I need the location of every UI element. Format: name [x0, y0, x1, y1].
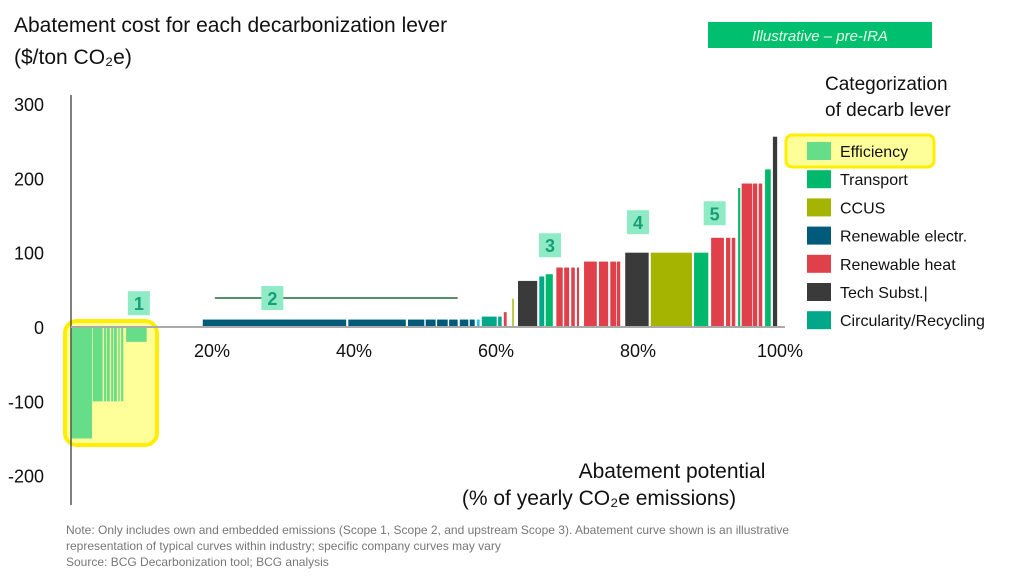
bar-efficiency-6 — [118, 327, 120, 402]
legend-swatch-2 — [807, 198, 831, 217]
bar-renewable-electr--13 — [437, 319, 448, 327]
bar-renewable-heat-32 — [616, 261, 621, 327]
bar-renewable-electr--16 — [469, 319, 475, 327]
x-ticks: 20% 40% 60% 80% 100% — [194, 341, 803, 361]
chart-title: Abatement cost for each decarbonization … — [14, 14, 447, 37]
bar-renewable-heat-25 — [556, 267, 563, 327]
annotation-box-5 — [703, 201, 726, 226]
badge-background — [708, 22, 932, 48]
y-tick-label: 200 — [14, 169, 44, 189]
y-tick-label: -200 — [8, 467, 44, 487]
bar-tech-subst--44 — [772, 136, 778, 327]
y-ticks: 300 200 100 0 -100 -200 — [8, 95, 44, 487]
legend-item-label: Circularity/Recycling — [840, 313, 985, 330]
legend-swatch-5 — [807, 283, 831, 301]
annotation-label-3: 3 — [545, 236, 555, 256]
bar-transport-39 — [738, 188, 741, 327]
bar-renewable-electr--11 — [407, 319, 425, 327]
annotation-label-1: 1 — [134, 294, 144, 314]
legend-item-label: CCUS — [840, 200, 885, 217]
legend-item-label: Tech Subst.| — [840, 285, 928, 302]
bar-renewable-heat-20 — [503, 312, 507, 327]
legend-swatch-3 — [807, 226, 831, 245]
bar-renewable-heat-30 — [598, 261, 609, 327]
bar-efficiency-1 — [92, 327, 103, 402]
bar-renewable-heat-31 — [610, 261, 616, 327]
bar-transport-43 — [765, 169, 771, 327]
annotation-box-2 — [261, 286, 284, 311]
bar-efficiency-7 — [121, 327, 124, 402]
note-line2: representation of typical curves within … — [66, 539, 501, 553]
bar-transport-24 — [545, 274, 553, 327]
x-tick-label: 100% — [757, 341, 803, 361]
x-axis-label-line2: (% of yearly CO₂e emissions) — [462, 487, 736, 510]
bar-renewable-heat-26 — [564, 267, 570, 327]
y-tick-label: 300 — [14, 95, 44, 115]
bar-renewable-electr--10 — [348, 319, 406, 327]
bar-renewable-electr--12 — [425, 319, 436, 327]
y-axis-label: ($/ton CO₂e) — [14, 46, 132, 69]
legend-title-line2: of decarb lever — [825, 100, 951, 121]
bar-ccus-34 — [650, 252, 692, 327]
bar-renewable-electr--15 — [459, 319, 469, 327]
x-tick-label: 40% — [336, 341, 372, 361]
x-tick-label: 20% — [194, 341, 230, 361]
bar-tech-subst--33 — [625, 252, 649, 327]
bar-circularity-recycling-19 — [498, 316, 502, 327]
bar-renewable-heat-28 — [576, 267, 580, 327]
bar-renewable-heat-29 — [584, 261, 597, 327]
bar-efficiency-8 — [126, 327, 147, 342]
y-tick-label: 100 — [14, 244, 44, 264]
bar-circularity-recycling-18 — [481, 316, 497, 327]
x-tick-label: 80% — [620, 341, 656, 361]
legend-swatch-0 — [807, 142, 831, 160]
annotation-box-1 — [127, 291, 150, 316]
bar-renewable-heat-41 — [753, 183, 758, 327]
annotation-label-2: 2 — [267, 289, 277, 309]
y-tick-label: 0 — [34, 318, 44, 338]
bar-circularity-recycling-23 — [539, 276, 545, 327]
bar-efficiency-2 — [104, 327, 107, 402]
legend-swatch-1 — [807, 170, 831, 189]
bar-ccus-21 — [512, 298, 514, 327]
bar-renewable-electr--14 — [449, 319, 458, 327]
legend-item-label: Renewable heat — [840, 257, 956, 274]
note-line1: Note: Only includes own and embedded emi… — [66, 523, 789, 537]
source-line: Source: BCG Decarbonization tool; BCG an… — [66, 555, 329, 569]
bar-efficiency-5 — [114, 327, 117, 402]
legend-swatch-6 — [807, 311, 831, 330]
bars-group — [70, 136, 778, 439]
legend-item-label: Renewable electr. — [840, 229, 967, 246]
y-tick-label: -100 — [8, 392, 44, 412]
bar-efficiency-0 — [70, 327, 93, 439]
bar-tech-subst--22 — [518, 280, 538, 327]
bar-renewable-heat-38 — [731, 237, 736, 327]
x-axis-label-line1: Abatement potential — [579, 460, 766, 483]
legend-swatch-4 — [807, 254, 831, 273]
annotations-group: 1 2 3 4 5 — [127, 201, 726, 316]
x-tick-label: 60% — [478, 341, 514, 361]
illustrative-badge: Illustrative – pre-IRA — [708, 22, 932, 48]
bar-transport-35 — [694, 252, 709, 327]
bar-renewable-heat-27 — [571, 267, 575, 327]
annotation-box-4 — [627, 210, 649, 235]
annotation-label-4: 4 — [633, 213, 643, 233]
bar-circularity-recycling-17 — [476, 319, 480, 327]
annotation-box-3 — [538, 233, 561, 258]
legend-item-label: Efficiency — [840, 144, 908, 161]
bar-renewable-heat-37 — [726, 237, 731, 327]
annotation-label-5: 5 — [710, 204, 720, 224]
badge-text: Illustrative – pre-IRA — [752, 28, 888, 45]
legend-item-label: Transport — [840, 172, 908, 189]
bar-renewable-electr--9 — [202, 319, 347, 327]
bar-renewable-heat-40 — [741, 183, 753, 327]
legend-title-line1: Categorization — [825, 74, 948, 95]
bar-efficiency-4 — [111, 327, 114, 402]
bar-renewable-heat-42 — [758, 183, 763, 327]
bar-efficiency-3 — [106, 327, 110, 402]
legend: Categorization of decarb lever Efficienc… — [784, 74, 985, 330]
bar-renewable-heat-36 — [711, 237, 724, 327]
